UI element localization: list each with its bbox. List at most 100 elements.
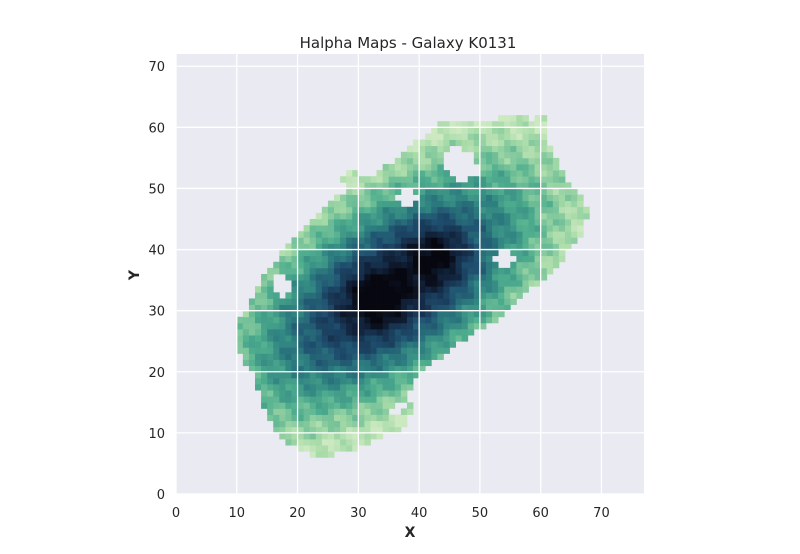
heatmap-cell: [346, 329, 353, 336]
heatmap-cell: [492, 139, 499, 147]
heatmap-cell: [406, 384, 414, 391]
heatmap-cell: [498, 200, 505, 208]
heatmap-cell: [364, 261, 371, 269]
heatmap-cell: [473, 176, 481, 183]
heatmap-cell: [528, 243, 535, 250]
heatmap-cell: [443, 133, 450, 140]
heatmap-cell: [571, 188, 578, 195]
heatmap-cell: [255, 353, 262, 360]
heatmap-cell: [558, 225, 566, 232]
heatmap-cell: [297, 365, 305, 373]
heatmap-cell: [334, 353, 341, 360]
heatmap-cell: [358, 286, 365, 293]
heatmap-cell: [285, 359, 292, 367]
heatmap-cell: [425, 145, 432, 153]
heatmap-cell: [303, 225, 311, 232]
heatmap-cell: [473, 292, 481, 299]
heatmap-cell: [340, 255, 347, 263]
heatmap-cell: [370, 231, 377, 238]
heatmap-cell: [255, 347, 262, 354]
heatmap-cell: [473, 127, 481, 134]
heatmap-cell: [413, 170, 420, 177]
heatmap-cell: [376, 170, 384, 177]
heatmap-cell: [425, 133, 432, 140]
heatmap-cell: [327, 225, 335, 232]
heatmap-cell: [425, 219, 432, 226]
heatmap-cell: [340, 396, 347, 403]
heatmap-cell: [455, 280, 463, 287]
heatmap-cell: [346, 353, 353, 360]
heatmap-cell: [443, 188, 450, 195]
heatmap-cell: [382, 188, 390, 195]
heatmap-cell: [552, 249, 560, 257]
heatmap-cell: [267, 335, 274, 342]
heatmap-cell: [492, 145, 499, 153]
heatmap-cell: [388, 341, 396, 348]
heatmap-cell: [473, 255, 481, 263]
heatmap-cell: [273, 310, 280, 318]
heatmap-cell: [546, 231, 554, 238]
heatmap-cell: [346, 316, 353, 324]
heatmap-cell: [291, 274, 298, 281]
heatmap-cell: [473, 280, 481, 287]
heatmap-cell: [473, 194, 481, 202]
heatmap-cell: [479, 231, 487, 238]
heatmap-cell: [510, 225, 517, 232]
heatmap-cell: [455, 292, 463, 299]
heatmap-cell: [571, 206, 578, 214]
heatmap-cell: [540, 219, 548, 226]
heatmap-cell: [394, 335, 402, 342]
heatmap-cell: [291, 384, 298, 391]
heatmap-cell: [358, 194, 365, 202]
heatmap-cell: [516, 267, 523, 275]
heatmap-cell: [558, 249, 566, 257]
heatmap-cell: [327, 384, 335, 391]
heatmap-cell: [352, 292, 359, 299]
heatmap-cell: [279, 298, 286, 305]
heatmap-cell: [419, 359, 426, 367]
heatmap-cell: [413, 200, 420, 208]
heatmap-cell: [467, 243, 475, 250]
heatmap-cell: [358, 225, 365, 232]
heatmap-cell: [473, 322, 481, 330]
heatmap-cell: [376, 322, 384, 330]
heatmap-cell: [449, 329, 456, 336]
heatmap-cell: [236, 329, 244, 336]
heatmap-cell: [583, 212, 590, 220]
heatmap-cell: [437, 243, 444, 250]
heatmap-cell: [303, 292, 311, 299]
heatmap-cell: [327, 353, 335, 360]
heatmap-cell: [534, 212, 542, 220]
heatmap-cell: [297, 249, 305, 257]
heatmap-cell: [479, 286, 487, 293]
heatmap-cell: [449, 231, 456, 238]
heatmap-cell: [370, 310, 377, 318]
heatmap-cell: [376, 176, 384, 183]
heatmap-cell: [388, 322, 396, 330]
heatmap-cell: [334, 396, 341, 403]
heatmap-cell: [504, 115, 511, 122]
heatmap-cell: [315, 341, 323, 348]
heatmap-cell: [492, 292, 499, 299]
heatmap-cell: [285, 304, 292, 312]
heatmap-cell: [291, 292, 298, 299]
heatmap-cell: [571, 231, 578, 238]
heatmap-cell: [473, 206, 481, 214]
heatmap-cell: [303, 402, 311, 409]
heatmap-cell: [376, 188, 384, 195]
heatmap-cell: [431, 304, 438, 312]
heatmap-cell: [467, 237, 475, 244]
heatmap-cell: [279, 365, 286, 373]
heatmap-cell: [267, 274, 274, 281]
heatmap-cell: [315, 249, 323, 257]
heatmap-cell: [309, 304, 317, 312]
heatmap-cell: [394, 280, 402, 287]
heatmap-cell: [273, 390, 280, 397]
heatmap-cell: [540, 261, 548, 269]
heatmap-cell: [315, 316, 323, 324]
heatmap-cell: [431, 231, 438, 238]
heatmap-cell: [321, 206, 329, 214]
heatmap-cell: [504, 194, 511, 202]
heatmap-cell: [534, 267, 542, 275]
heatmap-cell: [267, 329, 274, 336]
